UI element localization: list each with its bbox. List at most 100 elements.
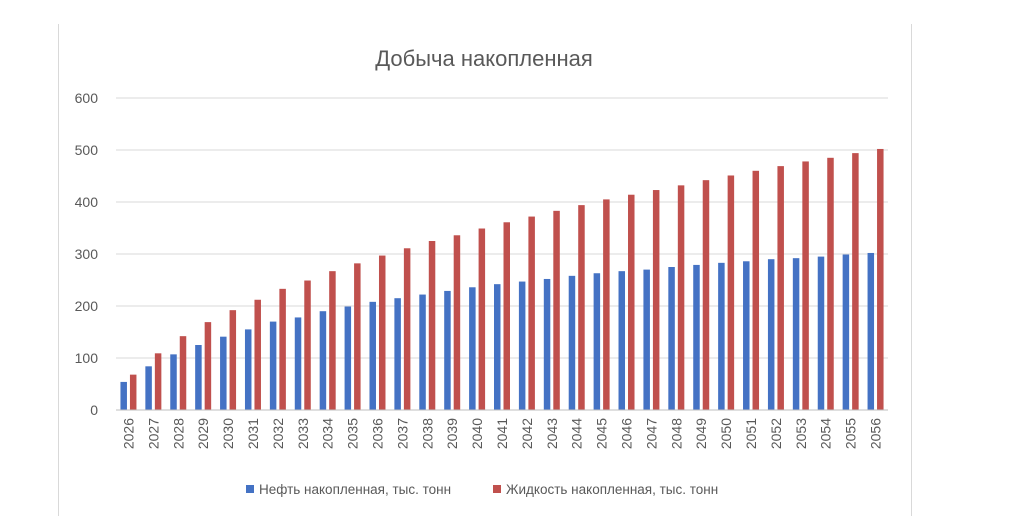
bar-liquid <box>578 205 585 410</box>
x-tick-label: 2038 <box>419 418 435 449</box>
x-tick-label: 2046 <box>619 418 635 449</box>
x-tick-label: 2041 <box>494 418 510 449</box>
gridlines <box>116 97 888 359</box>
x-tick-label: 2036 <box>369 418 385 449</box>
bar-oil <box>743 261 750 410</box>
x-tick-label: 2050 <box>718 418 734 449</box>
bar-oil <box>469 287 476 410</box>
bar-oil <box>145 366 152 410</box>
bar-oil <box>543 278 551 410</box>
x-tick-label: 2037 <box>394 418 410 449</box>
bar-liquid <box>777 166 784 410</box>
x-tick-label: 2052 <box>768 418 784 449</box>
bar-oil <box>444 290 451 410</box>
x-tick-label: 2049 <box>693 418 709 449</box>
legend-swatch <box>246 485 254 493</box>
y-tick-label: 100 <box>75 350 99 366</box>
bar-liquid <box>827 157 834 410</box>
bar-liquid <box>628 194 635 410</box>
bar-liquid <box>154 353 162 410</box>
x-tick-label: 2055 <box>843 418 859 449</box>
y-tick-label: 500 <box>75 142 99 158</box>
bar-liquid <box>403 248 411 410</box>
x-tick-label: 2032 <box>270 418 286 449</box>
x-tick-label: 2053 <box>793 418 809 449</box>
chart-title: Добыча накопленная <box>375 46 593 71</box>
bar-oil <box>618 271 626 410</box>
x-tick-label: 2030 <box>220 418 236 449</box>
x-tick-label: 2035 <box>345 418 361 449</box>
bar-liquid <box>229 310 237 410</box>
bar-liquid <box>553 210 560 410</box>
x-tick-label: 2044 <box>569 418 585 449</box>
bar-liquid <box>204 322 212 410</box>
bar-liquid <box>852 153 859 410</box>
bar-oil <box>792 258 800 410</box>
bar-liquid <box>254 299 261 410</box>
bar-oil <box>419 294 426 410</box>
bar-liquid <box>354 263 361 410</box>
bar-liquid <box>428 241 436 410</box>
y-tick-label: 400 <box>75 194 99 210</box>
x-tick-label: 2048 <box>668 418 684 449</box>
bar-liquid <box>279 288 286 410</box>
x-tick-label: 2054 <box>818 418 834 449</box>
bar-oil <box>842 254 850 410</box>
bar-oil <box>593 273 601 410</box>
bar-oil <box>344 306 352 410</box>
x-tick-label: 2042 <box>519 418 535 449</box>
x-tick-label: 2043 <box>544 418 560 449</box>
x-tick-label: 2029 <box>195 418 211 449</box>
bar-oil <box>817 256 825 410</box>
y-tick-label: 200 <box>75 298 99 314</box>
legend: Нефть накопленная, тыс. тонн Жидкость нак… <box>246 482 718 497</box>
bar-oil <box>668 267 675 410</box>
x-tick-label: 2045 <box>594 418 610 449</box>
bar-liquid <box>877 148 884 410</box>
bar-oil <box>195 345 202 410</box>
bar-liquid <box>528 216 535 410</box>
bar-liquid <box>329 271 336 410</box>
bar-liquid <box>179 336 187 410</box>
bar-oil <box>494 284 501 410</box>
bar-oil <box>394 298 401 410</box>
x-tick-label: 2034 <box>320 418 336 449</box>
bar-liquid <box>802 161 809 410</box>
bar-liquid <box>453 235 461 410</box>
x-tick-label: 2039 <box>444 418 460 449</box>
x-tick-label: 2028 <box>170 418 186 449</box>
bar-liquid <box>129 374 137 410</box>
legend-label: Жидкость накопленная, тыс. тонн <box>506 482 718 497</box>
bar-oil <box>294 317 302 410</box>
bar-oil <box>269 321 277 410</box>
bar-oil <box>369 301 376 410</box>
bar-oil <box>518 281 526 410</box>
chart-frame <box>58 24 912 516</box>
bar-liquid <box>677 185 685 410</box>
y-tick-label: 600 <box>75 90 99 106</box>
x-tick-label: 2031 <box>245 418 261 449</box>
bar-oil <box>170 354 177 410</box>
bar-liquid <box>503 222 510 410</box>
y-axis-tick-labels: 0 100 200 300 400 500 600 <box>75 90 99 418</box>
x-tick-label: 2027 <box>145 418 161 449</box>
bar-oil <box>244 329 252 410</box>
bar-liquid <box>304 280 311 410</box>
bar-oil <box>767 259 775 410</box>
bar-oil <box>319 311 327 410</box>
x-tick-label: 2026 <box>120 418 136 449</box>
bar-liquid <box>652 190 660 410</box>
bar-oil <box>718 262 725 410</box>
bar-oil <box>867 252 875 410</box>
bar-oil <box>220 336 227 410</box>
x-tick-label: 2033 <box>295 418 311 449</box>
x-tick-label: 2040 <box>469 418 485 449</box>
bar-oil <box>693 264 700 410</box>
bars <box>120 148 884 410</box>
legend-swatch <box>493 485 501 493</box>
x-axis-tick-labels: 2026 2027 2028 2029 2030 2031 2032 2033 2034 2035… <box>120 418 883 449</box>
bar-oil <box>643 269 650 410</box>
bar-liquid <box>378 255 386 410</box>
legend-label: Нефть накопленная, тыс. тонн <box>259 482 451 497</box>
